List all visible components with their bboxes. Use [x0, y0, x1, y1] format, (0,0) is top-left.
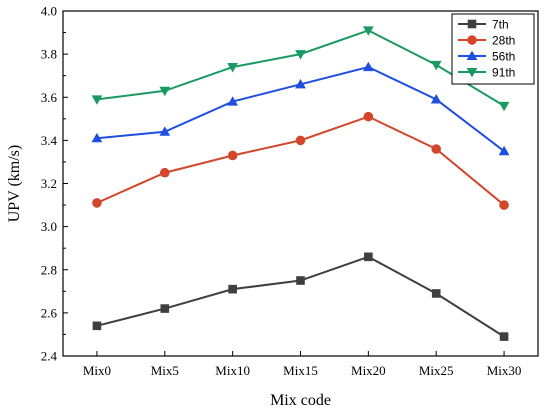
- data-point: [499, 200, 509, 210]
- legend-swatch-marker: [466, 67, 478, 78]
- data-point: [91, 132, 103, 143]
- data-point: [92, 321, 102, 331]
- series-line-28th: [96, 115, 505, 206]
- data-point: [160, 304, 170, 313]
- data-point: [227, 63, 239, 73]
- data-point: [159, 126, 171, 136]
- data-point: [228, 284, 237, 294]
- y-tick-label: 2.8: [41, 262, 57, 277]
- x-tick-label: Mix5: [151, 363, 179, 378]
- x-tick-label: Mix0: [83, 363, 111, 378]
- data-point: [295, 78, 306, 89]
- y-tick-label: 2.6: [41, 305, 58, 320]
- series-7th: [92, 252, 509, 341]
- y-tick-label: 2.4: [41, 349, 58, 364]
- y-tick-label: 3.2: [41, 176, 57, 191]
- x-tick-label: Mix10: [215, 363, 250, 378]
- legend-label: 56th: [492, 50, 515, 64]
- y-tick-label: 3.8: [41, 47, 57, 62]
- y-tick-label: 3.0: [41, 219, 57, 234]
- legend-swatch-marker: [467, 19, 477, 29]
- y-tick-label: 3.6: [41, 90, 58, 105]
- legend-swatch-marker: [467, 35, 477, 45]
- data-point: [431, 289, 441, 298]
- data-point: [362, 61, 374, 72]
- data-point: [499, 332, 509, 341]
- data-point: [498, 145, 510, 156]
- data-point: [362, 26, 374, 36]
- data-point: [295, 50, 306, 60]
- legend-item: 56th: [458, 50, 515, 64]
- legend-label: 91th: [492, 66, 515, 80]
- data-point: [363, 111, 374, 122]
- series-group: [91, 26, 510, 341]
- legend: 7th 28th 56th 91th: [451, 13, 535, 85]
- series-56th: [91, 61, 510, 156]
- y-axis-title: UPV (km/s): [6, 145, 23, 223]
- legend-item: 28th: [458, 34, 515, 48]
- legend-label: 28th: [492, 34, 515, 48]
- x-tick-label: Mix25: [419, 363, 454, 378]
- legend-swatch-marker: [466, 50, 478, 61]
- series-91th: [91, 26, 510, 112]
- data-point: [430, 94, 442, 104]
- x-axis-title: Mix code: [270, 392, 331, 409]
- data-point: [159, 167, 170, 178]
- x-tick-label: Mix15: [283, 363, 318, 378]
- data-point: [296, 276, 305, 285]
- x-tick-label: Mix20: [351, 363, 386, 378]
- data-point: [227, 150, 238, 161]
- data-point: [430, 60, 442, 71]
- legend-label: 7th: [492, 18, 509, 32]
- data-point: [364, 252, 373, 262]
- legend-item: 7th: [458, 18, 509, 32]
- series-line-91th: [96, 29, 505, 107]
- data-point: [159, 86, 171, 97]
- data-point: [431, 144, 442, 154]
- y-axis: 2.4 2.6 2.8 3.0 3.2 3.4 3.6 3.8 4.0: [41, 4, 68, 364]
- y-tick-label: 3.4: [41, 133, 58, 148]
- data-point: [91, 95, 103, 105]
- series-28th: [92, 111, 509, 210]
- x-tick-label: Mix30: [487, 363, 522, 378]
- series-line-7th: [96, 255, 505, 338]
- data-point: [227, 96, 239, 106]
- x-axis: Mix0 Mix5 Mix10 Mix15 Mix20 Mix25 Mix30: [83, 351, 522, 378]
- y-tick-label: 4.0: [41, 4, 57, 19]
- data-point: [498, 101, 510, 112]
- data-point: [295, 135, 306, 146]
- data-point: [92, 198, 102, 208]
- legend-item: 91th: [458, 66, 515, 80]
